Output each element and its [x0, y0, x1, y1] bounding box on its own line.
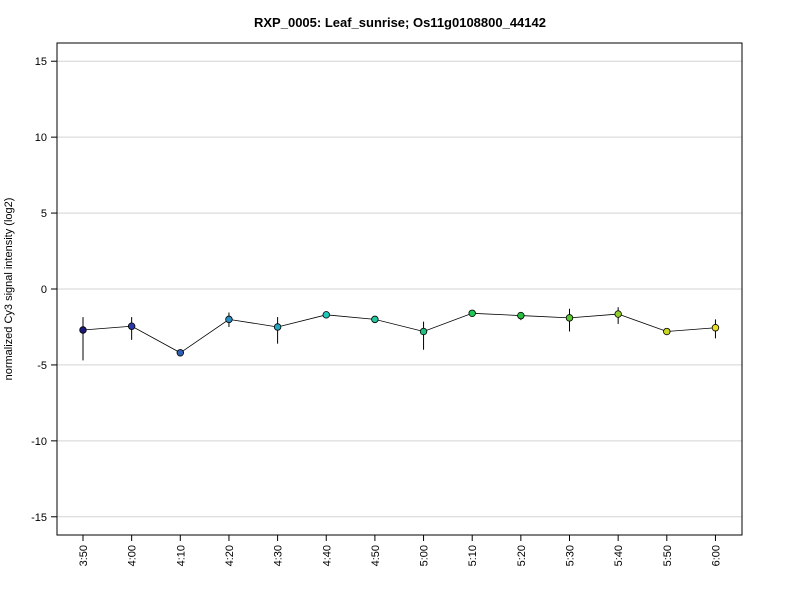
- data-point: [614, 310, 622, 318]
- data-points: [79, 309, 720, 357]
- data-point: [468, 309, 476, 317]
- data-point: [371, 315, 379, 324]
- data-point: [565, 314, 574, 322]
- data-point: [79, 326, 87, 334]
- x-tick-label: 4:20: [224, 545, 236, 566]
- y-axis-label: normalized Cy3 signal intensity (log2): [3, 198, 15, 381]
- y-tick-label: -15: [31, 512, 47, 524]
- x-tick-label: 6:00: [710, 545, 722, 566]
- y-tick-label: 0: [41, 284, 47, 296]
- y-tick-label: -10: [31, 436, 47, 448]
- data-point: [322, 311, 330, 319]
- x-tick-label: 4:10: [175, 545, 187, 566]
- y-tick-label: 10: [35, 132, 47, 144]
- data-point: [663, 327, 671, 336]
- series-line: [82, 312, 716, 354]
- x-tick-label: 5:50: [662, 545, 674, 566]
- chart-title: RXP_0005: Leaf_sunrise; Os11g0108800_441…: [254, 15, 546, 30]
- x-tick-label: 5:40: [613, 545, 625, 566]
- x-tick-label: 3:50: [78, 545, 90, 566]
- y-axis: -15 -10 -5 0 5 10 15: [31, 56, 57, 524]
- data-point: [419, 327, 428, 336]
- data-point: [127, 322, 136, 330]
- x-tick-label: 5:30: [565, 545, 577, 566]
- x-tick-label: 5:10: [467, 545, 479, 566]
- data-point: [517, 311, 525, 320]
- data-point: [225, 315, 233, 324]
- grid-lines: [57, 60, 742, 518]
- data-point: [176, 349, 184, 357]
- x-tick-label: 5:00: [419, 545, 431, 566]
- x-tick-label: 4:00: [127, 545, 139, 566]
- y-tick-label: 15: [35, 56, 47, 68]
- x-tick-label: 4:50: [370, 545, 382, 566]
- x-tick-label: 5:20: [516, 545, 528, 566]
- x-axis: 3:50 4:00 4:10 4:20 4:30 4:40 4:50 5:00 5:10 5:20…: [78, 534, 722, 566]
- y-tick-label: 5: [41, 208, 47, 220]
- x-tick-label: 4:40: [321, 545, 333, 566]
- y-tick-label: -5: [37, 360, 47, 372]
- x-tick-label: 4:30: [273, 545, 285, 566]
- data-point: [711, 324, 720, 332]
- data-point: [273, 323, 282, 331]
